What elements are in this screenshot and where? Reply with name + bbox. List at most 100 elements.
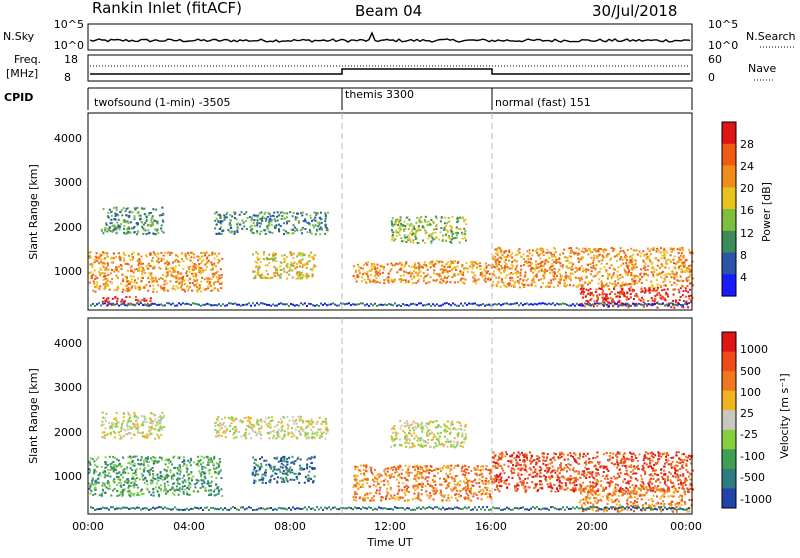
scatter-cell [381,496,383,498]
scatter-cell [196,303,198,305]
scatter-cell [128,222,130,224]
scatter-cell [422,226,424,228]
scatter-cell [116,267,118,269]
scatter-cell [355,475,357,477]
scatter-cell [589,263,591,265]
scatter-cell [128,281,130,283]
scatter-cell [601,286,603,288]
scatter-cell [614,269,616,271]
scatter-cell [485,468,487,470]
scatter-cell [260,463,262,465]
scatter-cell [99,494,101,496]
scatter-cell [176,472,178,474]
scatter-cell [630,261,632,263]
scatter-cell [462,238,464,240]
scatter-cell [685,259,687,261]
scatter-cell [421,477,423,479]
scatter-cell [307,261,309,263]
scatter-cell [131,278,133,280]
scatter-cell [607,278,609,280]
scatter-cell [180,273,182,275]
scatter-cell [410,241,412,243]
scatter-cell [460,228,462,230]
scatter-cell [196,279,198,281]
scatter-cell [289,470,291,472]
scatter-cell [606,283,608,285]
colorbar-swatch [722,187,736,209]
scatter-cell [407,473,409,475]
scatter-cell [170,304,172,306]
scatter-cell [668,303,670,305]
scatter-cell [426,221,428,223]
scatter-cell [412,282,414,284]
scatter-cell [670,306,672,308]
scatter-cell [274,468,276,470]
scatter-cell [270,305,272,307]
scatter-cell [155,478,157,480]
scatter-cell [389,270,391,272]
scatter-cell [451,496,453,498]
scatter-cell [405,261,407,263]
scatter-cell [252,474,254,476]
scatter-cell [191,479,193,481]
scatter-cell [539,263,541,265]
scatter-cell [133,217,135,219]
scatter-cell [630,305,632,307]
scatter-cell [576,303,578,305]
scatter-cell [434,475,436,477]
scatter-cell [594,300,596,302]
scatter-cell [218,465,220,467]
scatter-cell [299,266,301,268]
scatter-cell [400,466,402,468]
scatter-cell [660,303,662,305]
scatter-cell [146,220,148,222]
scatter-cell [308,275,310,277]
scatter-cell [128,215,130,217]
scatter-cell [512,280,514,282]
scatter-cell [451,276,453,278]
scatter-cell [521,452,523,454]
scatter-cell [118,305,120,307]
scatter-cell [593,260,595,262]
scatter-cell [442,239,444,241]
scatter-cell [602,290,604,292]
scatter-cell [116,300,118,302]
scatter-cell [386,495,388,497]
scatter-cell [185,253,187,255]
scatter-cell [239,214,241,216]
scatter-cell [141,271,143,273]
scatter-cell [424,229,426,231]
scatter-cell [306,267,308,269]
scatter-cell [558,269,560,271]
scatter-cell [640,268,642,270]
scatter-cell [170,273,172,275]
scatter-cell [114,488,116,490]
scatter-cell [586,276,588,278]
scatter-cell [590,267,592,269]
scatter-cell [160,228,162,230]
scatter-cell [427,483,429,485]
scatter-cell [312,274,314,276]
scatter-cell [191,477,193,479]
scatter-cell [320,303,322,305]
scatter-cell [415,485,417,487]
scatter-cell [376,267,378,269]
scatter-cell [382,272,384,274]
scatter-cell [430,242,432,244]
scatter-cell [559,254,561,256]
scatter-cell [611,291,613,293]
scatter-cell [553,276,555,278]
scatter-cell [172,303,174,305]
scatter-cell [615,296,617,298]
scatter-cell [118,266,120,268]
scatter-cell [120,283,122,285]
scatter-cell [688,302,690,304]
scatter-cell [463,278,465,280]
scatter-cell [670,261,672,263]
scatter-cell [655,469,657,471]
scatter-cell [630,274,632,276]
scatter-cell [175,275,177,277]
scatter-cell [271,224,273,226]
scatter-cell [109,476,111,478]
scatter-cell [309,229,311,231]
